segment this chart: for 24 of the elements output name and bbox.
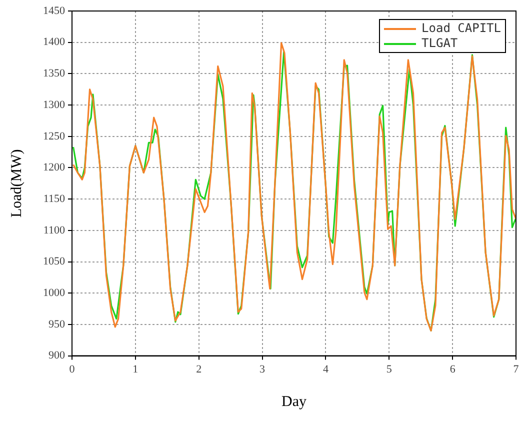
x-tick-label: 7 — [513, 363, 520, 376]
y-tick-label: 1200 — [43, 162, 66, 174]
x-tick-label: 3 — [260, 363, 266, 376]
x-tick-label: 2 — [196, 363, 202, 376]
x-tick-label: 1 — [132, 363, 138, 376]
y-tick-label: 1400 — [43, 36, 66, 48]
y-tick-label: 950 — [48, 318, 66, 330]
x-tick-label: 4 — [322, 363, 329, 376]
y-tick-label: 900 — [48, 350, 66, 362]
y-tick-label: 1100 — [43, 224, 66, 236]
y-tick-label: 1300 — [43, 98, 66, 111]
y-tick-label: 1150 — [43, 192, 66, 205]
y-tick-label: 1350 — [43, 68, 66, 80]
legend-label: TLGAT — [422, 36, 458, 51]
x-axis-title: Day — [282, 394, 307, 410]
y-tick-label: 1250 — [43, 130, 66, 142]
y-tick-label: 1000 — [43, 287, 66, 299]
y-tick-label: 1050 — [43, 256, 66, 268]
x-tick-label: 0 — [69, 363, 76, 376]
x-tick-label: 5 — [386, 363, 392, 376]
legend-label: Load CAPITL — [422, 21, 501, 36]
y-axis-title: Load(MW) — [8, 149, 25, 218]
y-tick-label: 1450 — [43, 4, 66, 17]
x-tick-label: 6 — [450, 363, 456, 376]
